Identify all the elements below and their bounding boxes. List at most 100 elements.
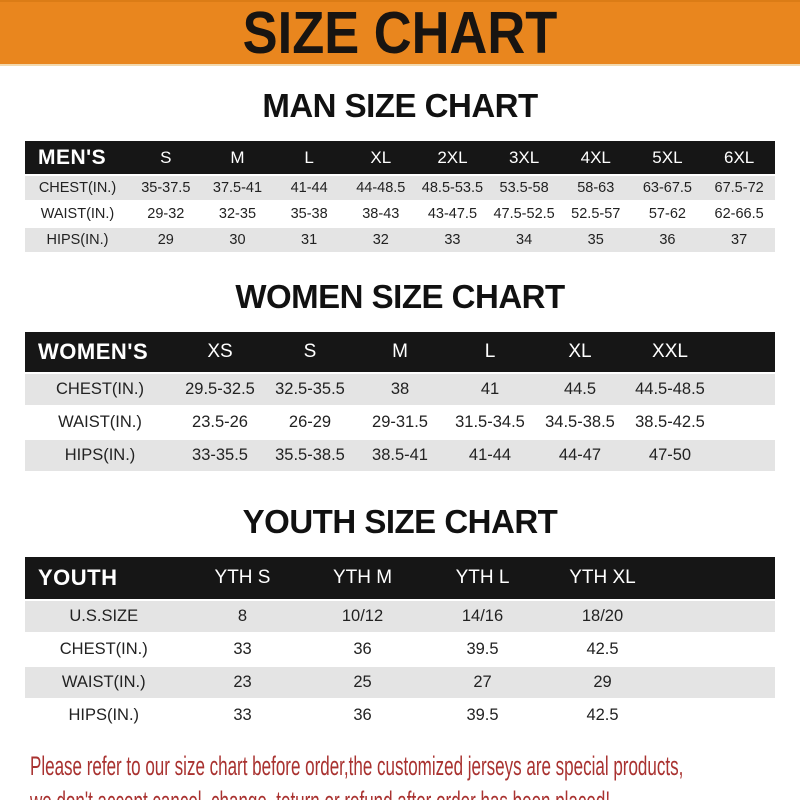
- section-title: WOMEN SIZE CHART: [235, 278, 565, 315]
- size-cell: 42.5: [542, 700, 663, 731]
- size-cell: 26-29: [265, 407, 355, 438]
- size-cell: 36: [631, 228, 704, 252]
- size-cell: 41: [445, 374, 535, 405]
- size-cell: 29-31.5: [355, 407, 445, 438]
- size-cell: 42.5: [542, 634, 663, 665]
- size-cell: 29: [542, 667, 663, 698]
- size-cell: 35.5-38.5: [265, 440, 355, 471]
- table-header-row: YOUTH YTH S YTH M YTH L YTH XL: [25, 557, 775, 599]
- section-title: MAN SIZE CHART: [262, 87, 538, 124]
- table-row: U.S.SIZE 8 10/12 14/16 18/20: [25, 601, 775, 632]
- column-header: XL: [535, 332, 625, 372]
- size-cell: 27: [422, 667, 543, 698]
- size-cell: 38.5-42.5: [625, 407, 715, 438]
- size-cell: 67.5-72: [703, 176, 775, 200]
- row-label: CHEST(IN.): [25, 176, 130, 200]
- size-cell: 53.5-58: [488, 176, 560, 200]
- row-label: HIPS(IN.): [25, 700, 183, 731]
- table-row: CHEST(IN.) 33 36 39.5 42.5: [25, 634, 775, 665]
- size-cell: 44-47: [535, 440, 625, 471]
- size-table: WOMEN'S XS S M L XL XXL CHEST(IN.) 29.5-32.5 32.5…: [25, 330, 775, 473]
- size-cell: 36: [302, 634, 423, 665]
- table-corner-label: MEN'S: [25, 141, 130, 174]
- sections: MAN SIZE CHART MEN'S S M L XL 2XL 3XL 4XL 5XL 6XL C…: [0, 87, 800, 733]
- size-cell: 39.5: [422, 634, 543, 665]
- disclaimer-note: Please refer to our size chart before or…: [30, 750, 800, 800]
- column-header: M: [201, 141, 274, 174]
- cell-spacer: [662, 601, 775, 632]
- table-corner-label: WOMEN'S: [25, 332, 175, 372]
- size-cell: 62-66.5: [703, 202, 775, 226]
- row-label: WAIST(IN.): [25, 667, 183, 698]
- table-row: CHEST(IN.) 29.5-32.5 32.5-35.5 38 41 44.5 44.5…: [25, 374, 775, 405]
- size-cell: 57-62: [631, 202, 704, 226]
- size-cell: 29: [129, 228, 202, 252]
- column-header: 5XL: [631, 141, 704, 174]
- table-header-row: WOMEN'S XS S M L XL XXL: [25, 332, 775, 372]
- size-cell: 30: [201, 228, 274, 252]
- size-cell: 41-44: [273, 176, 345, 200]
- size-cell: 47.5-52.5: [488, 202, 560, 226]
- table-row: HIPS(IN.) 33-35.5 35.5-38.5 38.5-41 41-44 44-…: [25, 440, 775, 471]
- column-header: XL: [344, 141, 417, 174]
- header-spacer: [662, 557, 775, 599]
- column-header: M: [355, 332, 445, 372]
- size-chart-section: YOUTH SIZE CHART YOUTH YTH S YTH M YTH L YTH …: [0, 503, 800, 733]
- column-header: 3XL: [488, 141, 560, 174]
- size-cell: 38-43: [344, 202, 417, 226]
- note-line-1: Please refer to our size chart before or…: [30, 751, 684, 781]
- size-cell: 25: [302, 667, 423, 698]
- row-label: CHEST(IN.): [25, 634, 183, 665]
- size-chart-section: MAN SIZE CHART MEN'S S M L XL 2XL 3XL 4XL 5XL 6XL C…: [0, 87, 800, 254]
- size-cell: 38: [355, 374, 445, 405]
- size-cell: 48.5-53.5: [416, 176, 489, 200]
- cell-spacer: [662, 700, 775, 731]
- column-header: XXL: [625, 332, 715, 372]
- size-cell: 32-35: [201, 202, 274, 226]
- column-header: S: [129, 141, 202, 174]
- size-cell: 23: [182, 667, 303, 698]
- size-cell: 39.5: [422, 700, 543, 731]
- table-row: HIPS(IN.) 33 36 39.5 42.5: [25, 700, 775, 731]
- size-cell: 35-37.5: [129, 176, 202, 200]
- size-cell: 14/16: [422, 601, 543, 632]
- column-header: YTH L: [422, 557, 543, 599]
- note-line-2: we don't accept cancel, change, teturn o…: [30, 785, 610, 800]
- column-header: YTH M: [302, 557, 423, 599]
- column-header: 4XL: [559, 141, 632, 174]
- size-cell: 31: [273, 228, 345, 252]
- cell-spacer: [662, 667, 775, 698]
- size-cell: 38.5-41: [355, 440, 445, 471]
- size-cell: 32.5-35.5: [265, 374, 355, 405]
- size-cell: 58-63: [559, 176, 632, 200]
- size-cell: 34: [488, 228, 560, 252]
- row-label: HIPS(IN.): [25, 440, 175, 471]
- size-cell: 31.5-34.5: [445, 407, 535, 438]
- size-table: YOUTH YTH S YTH M YTH L YTH XL U.S.SIZE 8 10/12…: [25, 555, 775, 733]
- table-row: WAIST(IN.) 23 25 27 29: [25, 667, 775, 698]
- column-header: 2XL: [416, 141, 489, 174]
- cell-spacer: [715, 407, 775, 438]
- row-label: WAIST(IN.): [25, 202, 130, 226]
- size-cell: 18/20: [542, 601, 663, 632]
- size-cell: 33: [416, 228, 489, 252]
- table-header-row: MEN'S S M L XL 2XL 3XL 4XL 5XL 6XL: [25, 141, 775, 174]
- size-cell: 36: [302, 700, 423, 731]
- size-cell: 44-48.5: [344, 176, 417, 200]
- size-chart-section: WOMEN SIZE CHART WOMEN'S XS S M L XL XXL CHEST(I…: [0, 278, 800, 473]
- size-cell: 33: [182, 700, 303, 731]
- size-cell: 37.5-41: [201, 176, 274, 200]
- column-header: XS: [175, 332, 265, 372]
- size-cell: 33: [182, 634, 303, 665]
- size-cell: 29-32: [129, 202, 202, 226]
- column-header: 6XL: [703, 141, 775, 174]
- row-label: CHEST(IN.): [25, 374, 175, 405]
- cell-spacer: [715, 440, 775, 471]
- cell-spacer: [662, 634, 775, 665]
- cell-spacer: [715, 374, 775, 405]
- table-row: HIPS(IN.) 29 30 31 32 33 34 35 36 37: [25, 228, 775, 252]
- size-cell: 43-47.5: [416, 202, 489, 226]
- banner-title: SIZE CHART: [242, 0, 558, 67]
- size-cell: 33-35.5: [175, 440, 265, 471]
